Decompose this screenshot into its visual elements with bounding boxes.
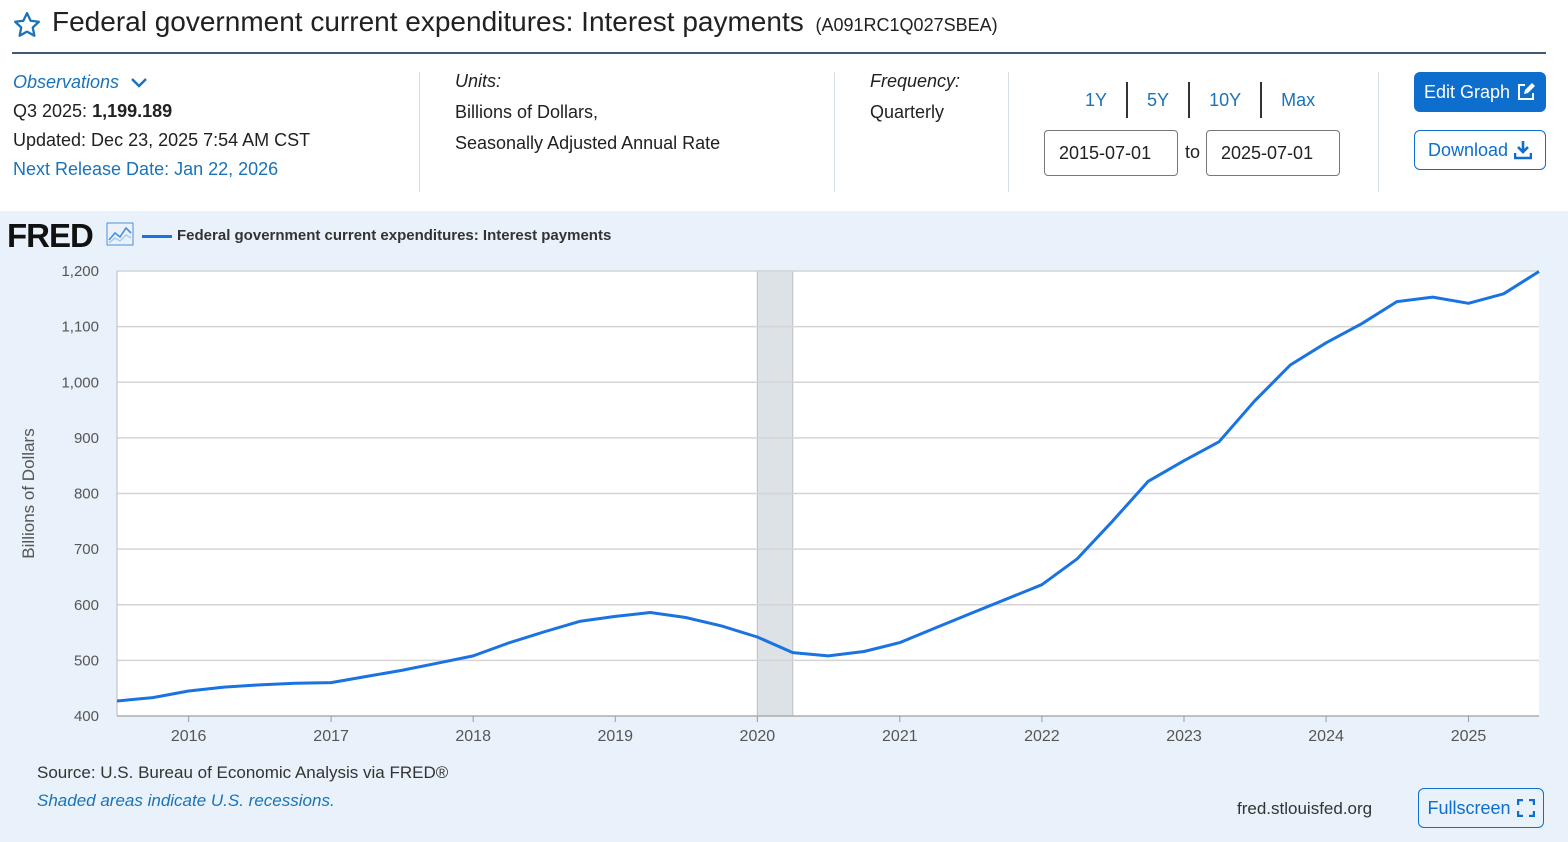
x-tick-label: 2025 [1451, 728, 1487, 745]
x-tick-label: 2020 [740, 728, 776, 745]
y-axis-label: Billions of Dollars [19, 428, 38, 558]
range-1y-button[interactable]: 1Y [1085, 89, 1108, 110]
chart-panel: FRED Federal government current expendit… [0, 211, 1568, 842]
graph-icon [106, 222, 134, 246]
x-tick-label: 2016 [171, 728, 207, 745]
series-line [116, 270, 1540, 703]
start-date-input[interactable] [1044, 130, 1178, 176]
fullscreen-button[interactable]: Fullscreen [1418, 788, 1544, 828]
y-tick-label: 1,200 [61, 263, 99, 280]
series-id: (A091RC1Q027SBEA) [815, 15, 998, 35]
range-5y-button[interactable]: 5Y [1147, 89, 1170, 110]
observations-link[interactable]: Observations [13, 72, 120, 92]
y-tick-label: 1,000 [61, 374, 99, 391]
external-edit-icon [1518, 83, 1536, 100]
separator [419, 72, 420, 192]
x-tick-label: 2017 [313, 728, 349, 745]
fred-logo: FRED [7, 217, 94, 254]
units-line-2: Seasonally Adjusted Annual Rate [455, 133, 721, 153]
edit-graph-button[interactable]: Edit Graph [1414, 72, 1546, 112]
latest-value: 1,199.189 [92, 101, 173, 121]
separator [1378, 72, 1379, 192]
download-icon [1514, 141, 1533, 160]
units-block: Units: Billions of Dollars, Seasonally A… [455, 66, 720, 159]
observations-block: Observations Q3 2025: 1,199.189 Updated:… [13, 68, 310, 184]
range-divider [1188, 82, 1191, 118]
source-text: Source: U.S. Bureau of Economic Analysis… [37, 763, 449, 782]
legend-label: Federal government current expenditures:… [177, 227, 612, 244]
chevron-down-icon[interactable] [130, 77, 148, 89]
fullscreen-icon [1516, 799, 1535, 817]
range-max-button[interactable]: Max [1281, 89, 1316, 110]
recession-note-link[interactable]: Shaded areas indicate U.S. recessions. [37, 791, 335, 810]
range-selector: 1Y 5Y 10Y Max [1066, 82, 1334, 118]
units-line-1: Billions of Dollars, [455, 102, 599, 122]
x-tick-label: 2019 [597, 728, 633, 745]
download-label: Download [1427, 139, 1509, 160]
y-tick-label: 600 [74, 597, 99, 614]
separator [1008, 72, 1009, 192]
y-tick-label: 500 [74, 652, 99, 669]
x-tick-label: 2022 [1024, 728, 1060, 745]
frequency-label: Frequency: [870, 71, 961, 91]
next-release-link[interactable]: Next Release Date: Jan 22, 2026 [13, 159, 279, 179]
units-label: Units: [455, 71, 502, 91]
y-tick-label: 400 [74, 708, 99, 725]
download-button[interactable]: Download [1414, 130, 1546, 170]
range-divider [1260, 82, 1263, 118]
y-tick-label: 800 [74, 486, 99, 503]
x-tick-label: 2018 [455, 728, 491, 745]
legend-swatch [142, 235, 172, 238]
range-10y-button[interactable]: 10Y [1209, 89, 1242, 110]
observations-dropdown[interactable]: Observations [13, 68, 310, 97]
page-title: Federal government current expenditures:… [52, 6, 998, 38]
line-chart: 400 500 600 700 800 900 1,000 1,100 1,200 2016 201… [19, 263, 1540, 745]
fred-url: fred.stlouisfed.org [1237, 799, 1373, 818]
frequency-block: Frequency: Quarterly [870, 66, 960, 128]
separator [834, 72, 835, 192]
latest-label: Q3 2025: [13, 101, 88, 121]
page-header: Federal government current expenditures:… [12, 4, 1546, 52]
updated-text: Updated: Dec 23, 2025 7:54 AM CST [13, 130, 311, 150]
y-tick-label: 1,100 [61, 319, 99, 336]
header-divider [12, 52, 1546, 54]
end-date-input[interactable] [1206, 130, 1340, 176]
x-tick-label: 2024 [1308, 728, 1344, 745]
date-to-label: to [1185, 142, 1201, 162]
frequency-value: Quarterly [870, 102, 945, 122]
x-tick-label: 2023 [1166, 728, 1202, 745]
range-divider [1126, 82, 1129, 118]
title-text: Federal government current expenditures:… [52, 6, 804, 37]
edit-graph-label: Edit Graph [1423, 81, 1511, 102]
y-tick-label: 700 [74, 541, 99, 558]
fullscreen-label: Fullscreen [1427, 797, 1511, 818]
latest-observation: Q3 2025: 1,199.189 [13, 97, 310, 126]
star-icon[interactable] [12, 10, 42, 40]
y-tick-label: 900 [74, 430, 99, 447]
x-tick-label: 2021 [882, 728, 918, 745]
